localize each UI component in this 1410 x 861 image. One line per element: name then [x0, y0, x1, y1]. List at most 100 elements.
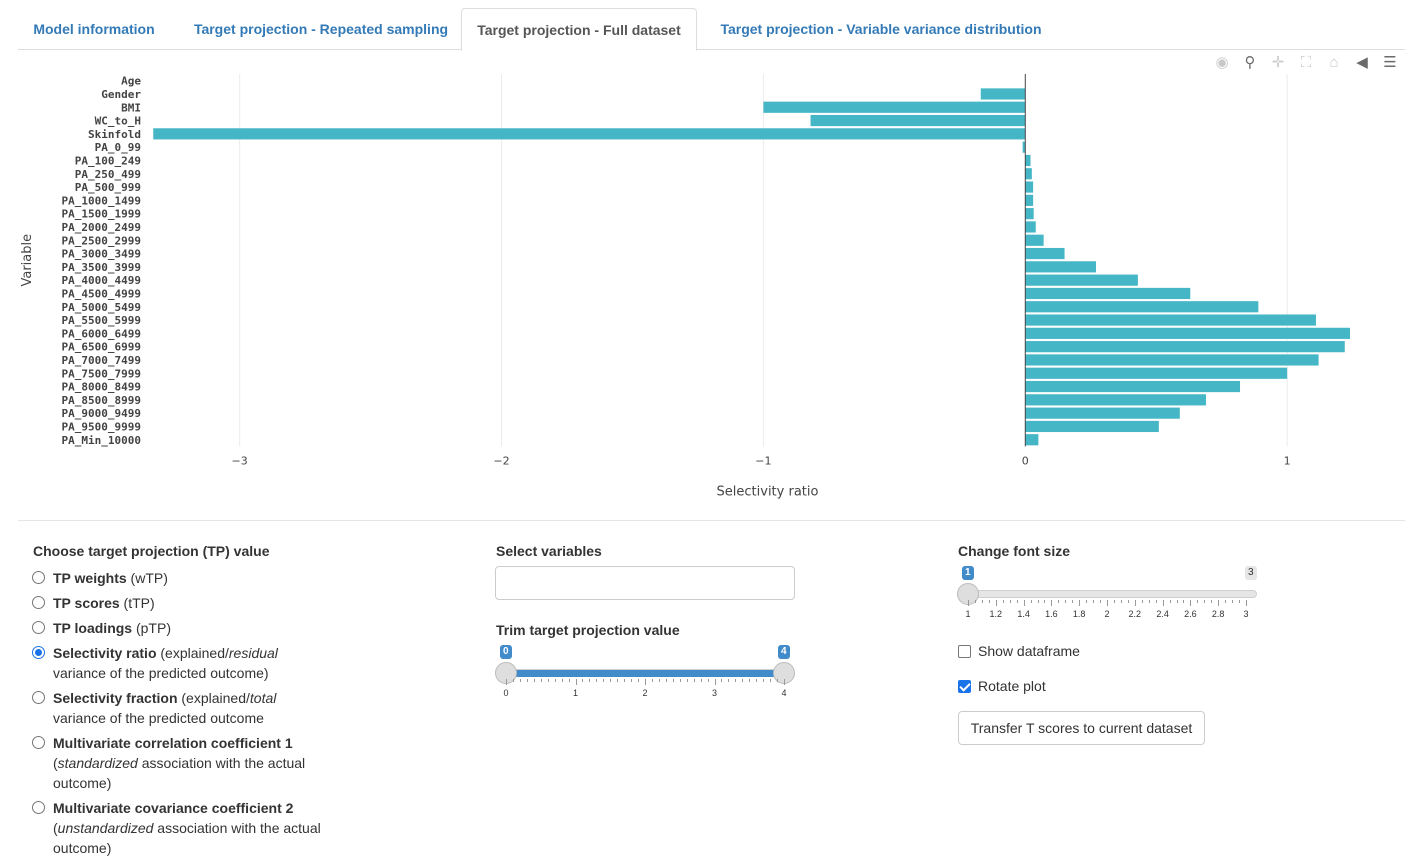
slider-minor-tick — [1100, 600, 1102, 603]
radio-button[interactable] — [32, 691, 45, 704]
slider-minor-tick — [651, 679, 653, 682]
slider-tick-label: 2 — [1104, 609, 1110, 619]
slider-tick — [645, 679, 646, 685]
camera-icon[interactable]: ◉ — [1215, 54, 1229, 71]
radio-label-detail: (pTP) — [132, 620, 171, 636]
slider-to-label: 4 — [778, 645, 790, 659]
autoscale-icon[interactable]: ⛶ — [1300, 54, 1312, 71]
radio-label-line2: association with the actual — [137, 755, 306, 771]
radio-button[interactable] — [32, 571, 45, 584]
tab-repeated-sampling[interactable]: Target projection - Repeated sampling — [193, 21, 449, 37]
slider-tick-label: 1 — [965, 609, 971, 619]
transfer-t-scores-button[interactable]: Transfer T scores to current dataset — [958, 711, 1205, 745]
slider-minor-tick — [1065, 600, 1067, 603]
radio-button[interactable] — [32, 736, 45, 749]
slider-tick — [714, 679, 716, 685]
slider-minor-tick — [749, 679, 751, 682]
tab-variance-distribution[interactable]: Target projection - Variable variance di… — [720, 21, 1042, 37]
slider-minor-tick — [756, 679, 758, 682]
slider-minor-tick — [1030, 600, 1032, 603]
slider-minor-tick — [540, 679, 542, 682]
y-tick-label: BMI — [121, 101, 141, 114]
slider-tick — [506, 679, 507, 685]
radio-label-line3: outcome) — [53, 775, 112, 791]
y-tick-label: PA_100_249 — [75, 154, 141, 167]
y-tick-label: PA_7000_7499 — [62, 354, 141, 367]
y-tick-label: PA_4000_4499 — [62, 274, 141, 287]
bar-pa-500-999 — [1025, 181, 1034, 193]
hover-closest-icon[interactable]: ◀ — [1356, 54, 1368, 71]
slider-minor-tick — [1225, 600, 1227, 603]
slider-minor-tick — [693, 679, 695, 682]
tab-full-dataset[interactable]: Target projection - Full dataset — [461, 8, 697, 51]
pan-icon[interactable]: ✛ — [1271, 54, 1285, 71]
radio-button[interactable] — [32, 621, 45, 634]
slider-minor-tick — [624, 679, 626, 682]
slider-minor-tick — [554, 679, 556, 682]
y-tick-label: PA_2500_2999 — [62, 234, 141, 247]
slider-minor-tick — [547, 679, 549, 682]
trim-range-slider[interactable]: 0 4 0 1 2 3 4 — [495, 645, 795, 705]
slider-max-label: 3 — [1245, 566, 1257, 580]
x-tick-label: 0 — [1022, 454, 1029, 467]
slider-tick — [1162, 600, 1164, 606]
slider-tick — [968, 600, 969, 606]
slider-minor-tick — [1113, 600, 1115, 603]
radio-label-detail: (explained/ — [156, 645, 229, 661]
bar-pa-8000-8499 — [1025, 380, 1241, 393]
radio-button[interactable] — [32, 596, 45, 609]
hover-compare-icon[interactable]: ☰ — [1383, 54, 1397, 71]
show-dataframe-checkbox[interactable] — [958, 645, 971, 658]
slider-minor-tick — [1204, 600, 1206, 603]
slider-tick — [995, 600, 997, 606]
slider-minor-tick — [1155, 600, 1157, 603]
rotate-plot-checkbox[interactable] — [958, 680, 971, 693]
home-icon[interactable]: ⌂ — [1329, 54, 1339, 71]
radio-button[interactable] — [32, 801, 45, 814]
slider-minor-tick — [519, 679, 521, 682]
radio-label: Selectivity ratio — [53, 645, 157, 661]
slider-minor-tick — [1044, 600, 1046, 603]
bar-pa-2000-2499 — [1025, 221, 1036, 233]
slider-tick-label: 1.8 — [1072, 609, 1086, 619]
slider-track — [967, 590, 1257, 598]
slider-value-label: 1 — [962, 566, 974, 580]
font-size-slider[interactable]: 1 3 1 1.2 1.4 1.6 1.8 2 2.2 2.4 2.6 2.8 3 — [957, 566, 1259, 626]
tab-model-information[interactable]: Model information — [33, 21, 155, 37]
y-tick-label: PA_8500_8999 — [62, 394, 141, 407]
x-axis-title: Selectivity ratio — [717, 484, 819, 499]
y-tick-label: PA_9500_9999 — [62, 420, 141, 433]
slider-minor-tick — [610, 679, 612, 682]
slider-tick-label: 0 — [503, 688, 509, 698]
bar-skinfold — [153, 128, 1026, 140]
x-tick-label: −1 — [755, 454, 771, 467]
slider-tick-label: 2.8 — [1211, 609, 1225, 619]
slider-minor-tick — [638, 679, 640, 682]
slider-range-bar — [506, 670, 783, 677]
bar-pa-9000-9499 — [1025, 407, 1180, 419]
slider-minor-tick — [1093, 600, 1095, 603]
bar-pa-3500-3999 — [1025, 261, 1096, 273]
slider-tick-label: 1 — [572, 688, 578, 698]
bar-pa-6000-6499 — [1025, 327, 1351, 339]
y-tick-label: PA_7500_7999 — [62, 367, 141, 380]
zoom-icon[interactable]: ⚲ — [1244, 54, 1256, 71]
slider-minor-tick — [1148, 600, 1150, 603]
y-tick-label: Age — [121, 75, 141, 88]
bar-pa-7000-7499 — [1025, 354, 1319, 366]
slider-minor-tick — [679, 679, 681, 682]
slider-minor-tick — [974, 600, 976, 603]
y-tick-label: PA_5500_5999 — [62, 314, 141, 327]
slider-minor-tick — [1086, 600, 1088, 603]
radio-label: Multivariate covariance coefficient 2 — [53, 800, 294, 816]
bars — [153, 88, 1351, 446]
y-tick-label: PA_1000_1499 — [62, 194, 141, 207]
slider-minor-tick — [561, 679, 563, 682]
slider-minor-tick — [631, 679, 633, 682]
slider-minor-tick — [686, 679, 688, 682]
select-variables-input[interactable] — [495, 566, 795, 600]
radio-label-line2: variance of the predicted outcome) — [53, 665, 269, 681]
slider-minor-tick — [1197, 600, 1199, 603]
slider-minor-tick — [988, 600, 990, 603]
radio-button[interactable] — [32, 646, 45, 659]
